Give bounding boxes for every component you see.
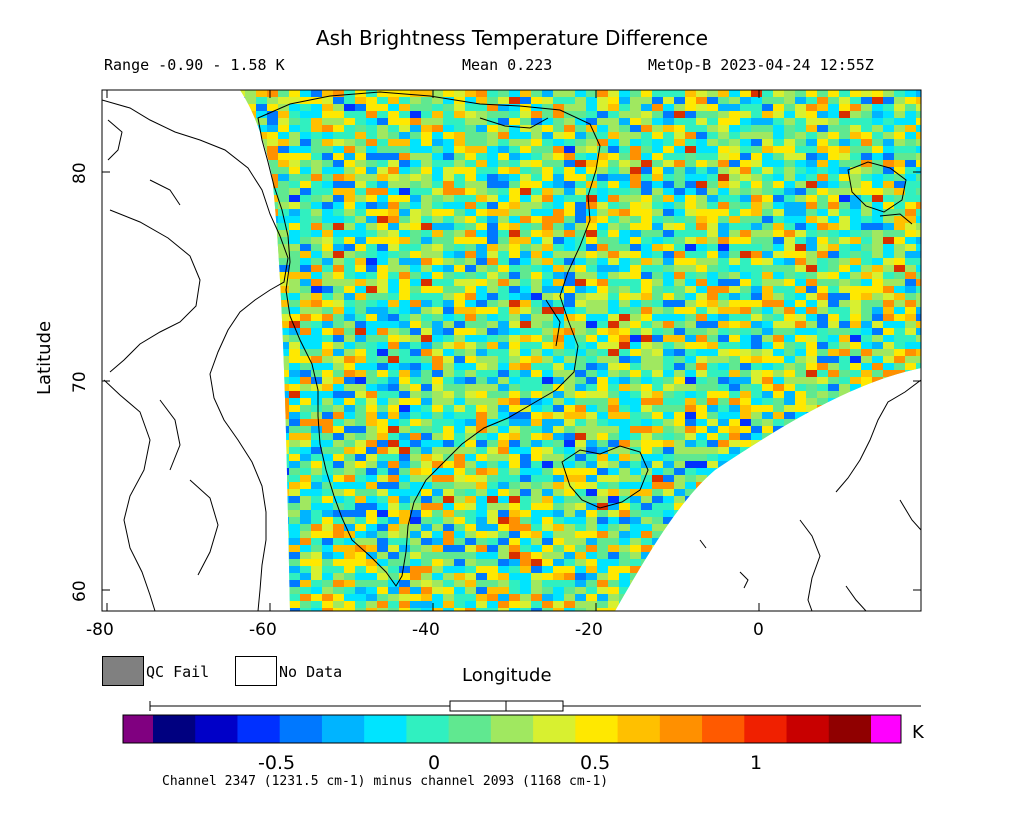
x-tick-minus80: -80 xyxy=(86,620,114,640)
colorbar-segment xyxy=(237,715,281,743)
range-label: Range -0.90 - 1.58 K xyxy=(104,56,285,74)
colorbar-segment xyxy=(575,715,619,743)
colorbar-tick-0: 0 xyxy=(428,752,441,774)
x-tick-minus60: -60 xyxy=(249,620,277,640)
colorbar-segment xyxy=(153,715,196,743)
colorbar-segment xyxy=(364,715,407,743)
colorbar-segment xyxy=(533,715,576,743)
x-tick-minus40: -40 xyxy=(412,620,440,640)
x-tick-0: 0 xyxy=(753,620,764,640)
channel-description: Channel 2347 (1231.5 cm-1) minus channel… xyxy=(162,774,609,789)
satellite-time-label: MetOp-B 2023-04-24 12:55Z xyxy=(648,56,874,74)
x-axis-title: Longitude xyxy=(462,665,552,686)
colorbar-under-cap xyxy=(123,715,154,743)
mean-label: Mean 0.223 xyxy=(462,56,553,74)
y-tick-60: 60 xyxy=(70,580,90,602)
colorbar-frame xyxy=(122,714,902,744)
colorbar-segment xyxy=(279,715,323,743)
colorbar-tick-1: 1 xyxy=(750,752,763,774)
colorbar-segment xyxy=(321,715,365,743)
colorbar-tick-0_5: 0.5 xyxy=(580,752,611,774)
colorbar-segment xyxy=(659,715,703,743)
colorbar-segment xyxy=(828,715,872,743)
y-axis-title: Latitude xyxy=(34,320,55,395)
colorbar-segment xyxy=(702,715,745,743)
colorbar-segment xyxy=(448,715,492,743)
plot-frame xyxy=(101,89,922,612)
colorbar-unit: K xyxy=(912,722,924,743)
colorbar-over-cap xyxy=(871,715,902,743)
x-tick-minus20: -20 xyxy=(575,620,603,640)
chart-title: Ash Brightness Temperature Difference xyxy=(315,26,709,50)
colorbar-segment xyxy=(195,715,238,743)
y-tick-80: 80 xyxy=(70,162,90,184)
axis-ticks xyxy=(102,90,921,611)
colorbar xyxy=(123,715,902,743)
qc-fail-swatch xyxy=(102,656,144,686)
y-tick-70: 70 xyxy=(70,371,90,393)
colorbar-segment xyxy=(786,715,830,743)
qc-fail-label: QC Fail xyxy=(146,663,210,681)
colorbar-segment xyxy=(406,715,450,743)
distribution-box xyxy=(149,700,921,712)
colorbar-segment xyxy=(490,715,534,743)
colorbar-tick-minus0_5: -0.5 xyxy=(258,752,296,774)
coastlines xyxy=(102,91,921,611)
colorbar-segment xyxy=(744,715,788,743)
colorbar-segment xyxy=(617,715,661,743)
data-swath xyxy=(240,90,921,611)
no-data-swatch xyxy=(235,656,277,686)
no-data-label: No Data xyxy=(279,663,343,681)
